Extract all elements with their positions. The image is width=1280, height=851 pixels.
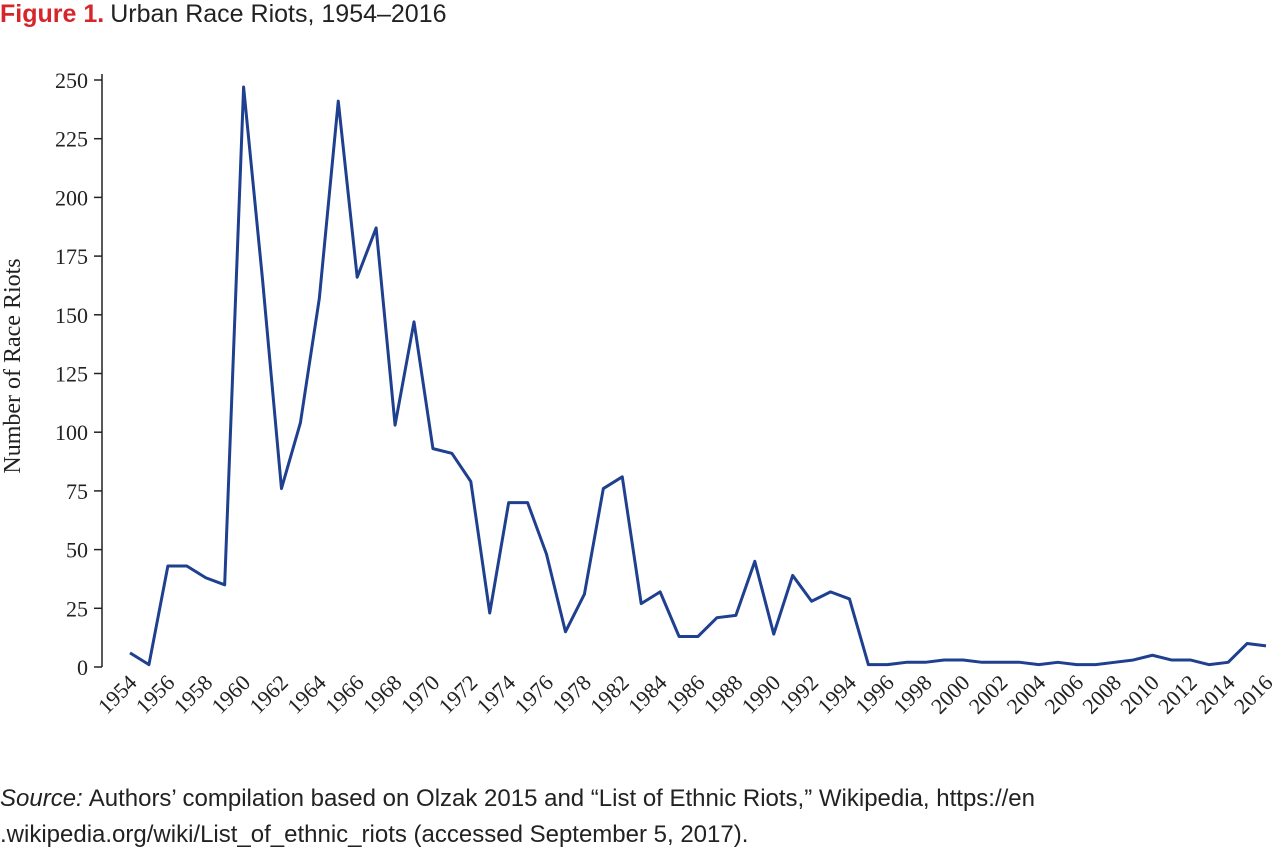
x-tick-label: 2006 [1039,670,1088,719]
x-tick-label: 1994 [812,670,861,719]
x-tick-label: 2008 [1077,670,1126,719]
figure-label: Figure 1. [0,0,104,28]
y-tick-label: 250 [55,68,88,93]
x-tick-label: 2004 [1002,670,1051,719]
y-tick-label: 125 [55,362,88,387]
x-tick-label: 1966 [320,670,369,719]
y-axis-label: Number of Race Riots [0,258,26,473]
y-tick-label: 150 [55,303,88,328]
x-tick-label: 2016 [1229,670,1278,719]
x-tick-label: 1974 [471,670,520,719]
source-note: Source: Authors’ compilation based on Olz… [0,785,1035,812]
x-tick-label: 1960 [206,670,255,719]
y-tick-label: 75 [66,479,88,504]
x-tick-label: 1976 [509,670,558,719]
y-tick-label: 0 [77,655,88,680]
x-tick-label: 2014 [1191,670,1240,719]
x-tick-label: 1982 [585,670,634,719]
y-tick-label: 50 [66,538,88,563]
x-tick-label: 1990 [736,670,785,719]
x-tick-label: 1964 [282,670,331,719]
y-tick-label: 25 [66,596,88,621]
x-tick-label: 1978 [547,670,596,719]
y-tick-label: 100 [55,420,88,445]
x-tick-label: 1984 [623,670,672,719]
x-tick-label: 1988 [699,670,748,719]
x-tick-label: 1998 [888,670,937,719]
x-tick-label: 2002 [964,670,1013,719]
title-text: Urban Race Riots, 1954–2016 [110,0,446,28]
x-tick-label: 2012 [1153,670,1202,719]
x-tick-label: 2000 [926,670,975,719]
x-tick-label: 1954 [93,670,142,719]
x-tick-label: 1996 [850,670,899,719]
data-line [129,85,1267,667]
y-tick-label: 175 [55,244,88,269]
y-tick-label: 225 [55,127,88,152]
x-tick-label: 1958 [168,670,217,719]
source-label: Source: [0,785,83,812]
x-tick-label: 1986 [661,670,710,719]
chart-title: Figure 1. Urban Race Riots, 1954–2016 [0,0,447,28]
x-tick-label: 1992 [774,670,823,719]
x-tick-label: 1962 [244,670,293,719]
source-line: .wikipedia.org/wiki/List_of_ethnic_riots… [0,821,748,848]
x-tick-label: 1956 [131,670,180,719]
x-tick-label: 1972 [434,670,483,719]
source-line: Authors’ compilation based on Olzak 2015… [89,785,1035,812]
y-tick-label: 200 [55,185,88,210]
x-tick-label: 1970 [396,670,445,719]
x-tick-label: 1968 [358,670,407,719]
x-tick-label: 2010 [1115,670,1164,719]
